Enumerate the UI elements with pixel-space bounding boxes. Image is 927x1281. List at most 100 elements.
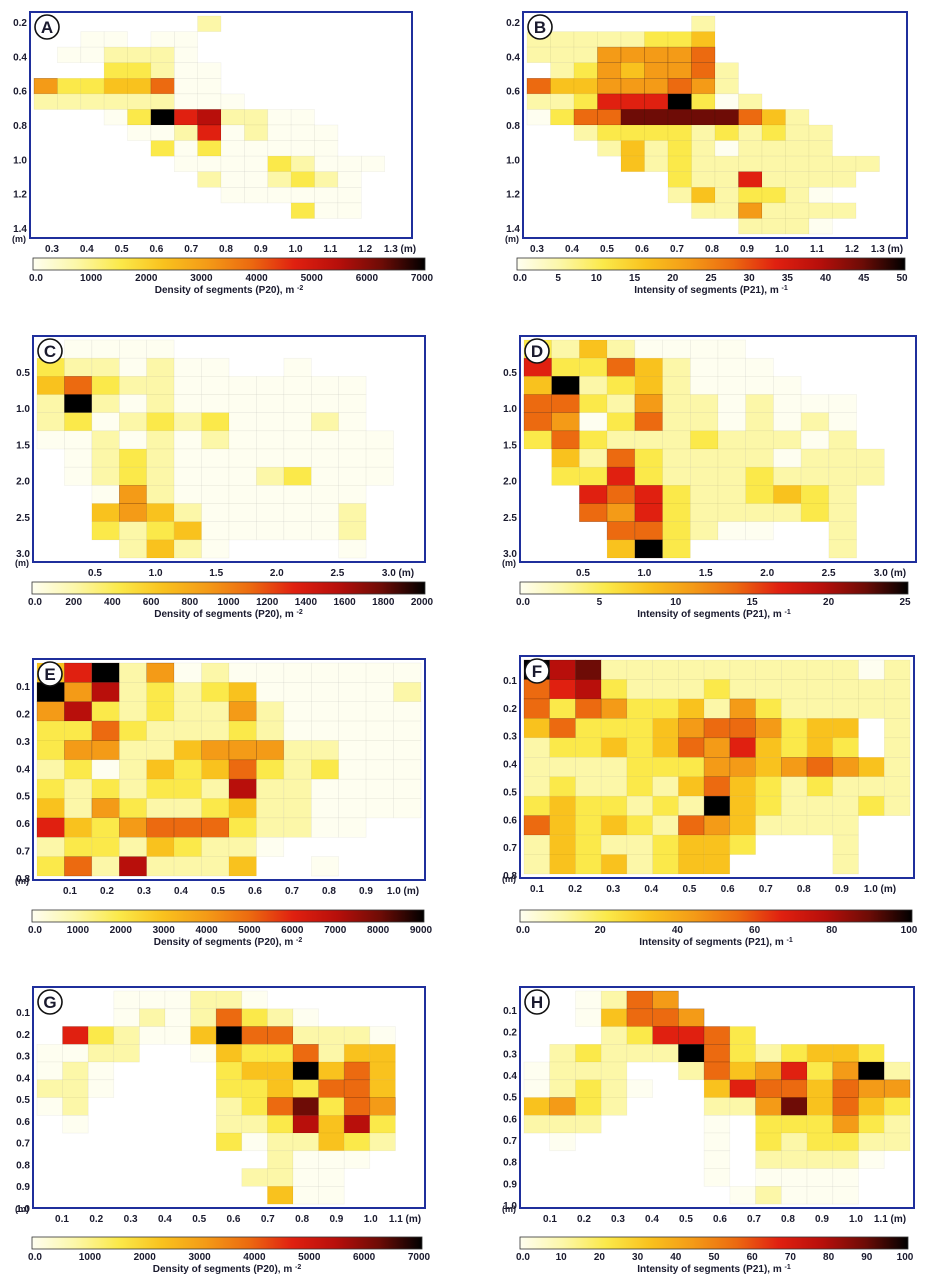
heatmap-cell xyxy=(883,698,911,719)
heatmap-cell xyxy=(745,521,774,541)
heatmap-cell xyxy=(119,817,148,838)
colorbar-tick-label: 9000 xyxy=(410,925,433,936)
heatmap-cell xyxy=(858,679,885,700)
heatmap-cell xyxy=(119,448,148,468)
heatmap-cell xyxy=(714,62,739,79)
heatmap-cell xyxy=(36,856,65,877)
heatmap-cell xyxy=(64,394,93,414)
heatmap-cell xyxy=(703,1097,731,1116)
heatmap-cell xyxy=(338,740,367,761)
heatmap-cell xyxy=(691,155,716,173)
heatmap-cell xyxy=(579,339,608,359)
heatmap-cell xyxy=(174,140,199,157)
heatmap-cell xyxy=(579,466,608,486)
plot-border xyxy=(519,335,917,563)
heatmap-cell xyxy=(174,78,199,95)
heatmap-cell xyxy=(717,412,747,432)
heatmap-cell xyxy=(283,484,312,504)
heatmap-cell xyxy=(689,503,719,523)
heatmap-cell xyxy=(634,357,663,377)
heatmap-cell xyxy=(806,679,834,700)
heatmap-cell xyxy=(310,759,339,780)
heatmap-cell xyxy=(806,1061,834,1081)
heatmap-cell xyxy=(119,682,148,703)
heatmap-cell xyxy=(575,854,602,875)
heatmap-cell xyxy=(652,737,679,758)
x-tick-label: 3.0 (m) xyxy=(382,568,414,579)
heatmap-cell xyxy=(620,46,645,63)
heatmap-cell xyxy=(292,1132,319,1152)
heatmap-cell xyxy=(146,759,175,780)
heatmap-cell xyxy=(626,737,653,758)
x-tick-label: 1.1 xyxy=(323,244,337,255)
heatmap-cell xyxy=(785,202,810,219)
x-tick-label: 1.0 xyxy=(364,1214,378,1225)
x-tick-label: 0.5 xyxy=(600,244,614,255)
heatmap-cell xyxy=(678,659,705,680)
heatmap-cell xyxy=(173,466,202,486)
y-tick-label: 0.6 xyxy=(13,87,27,98)
colorbar xyxy=(519,581,909,595)
y-unit-label: (m) xyxy=(12,234,26,244)
y-tick-label: 0.3 xyxy=(503,1049,517,1060)
heatmap-cell xyxy=(597,140,622,157)
heatmap-cell xyxy=(667,140,692,157)
heatmap-cell xyxy=(256,662,285,683)
heatmap-cell xyxy=(662,466,691,486)
heatmap-cell xyxy=(806,1168,834,1187)
heatmap-cell xyxy=(806,776,834,797)
heatmap-cell xyxy=(551,466,580,486)
heatmap-cell xyxy=(755,679,782,700)
heatmap-cell xyxy=(717,484,747,504)
heatmap-cell xyxy=(828,430,857,450)
heatmap-cell xyxy=(667,93,692,110)
heatmap-cell xyxy=(883,718,911,739)
heatmap-cell xyxy=(689,375,719,395)
heatmap-cell xyxy=(173,701,202,722)
heatmap-cell xyxy=(550,46,575,63)
heatmap-cell xyxy=(573,109,598,126)
x-tick-label: 1.0 xyxy=(149,568,163,579)
x-tick-label: 0.7 xyxy=(670,244,684,255)
heatmap-cell xyxy=(201,412,230,432)
panel-c: C 0.5 1.0 1.5 2.0 2.5 3.0 (m) 0.5 1.0 1.5 2.0 2.5 3.… xyxy=(15,335,434,620)
colorbar-tick-label: 0.0 xyxy=(516,1252,530,1263)
heatmap-cell xyxy=(201,778,230,799)
heatmap-cell xyxy=(745,357,774,377)
x-tick-label: 0.5 xyxy=(115,244,129,255)
heatmap-cell xyxy=(244,140,269,157)
heatmap-cell xyxy=(119,836,148,857)
heatmap-cell xyxy=(201,720,230,741)
heatmap-cell xyxy=(267,1168,294,1187)
heatmap-cell xyxy=(173,759,202,780)
heatmap-cell xyxy=(36,1097,63,1116)
heatmap-cell xyxy=(215,1097,243,1116)
heatmap-cell xyxy=(620,93,645,110)
heatmap-cell xyxy=(858,1115,885,1134)
heatmap-cell xyxy=(634,394,663,414)
heatmap-cell xyxy=(773,503,802,523)
heatmap-cell xyxy=(729,756,756,778)
heatmap-cell xyxy=(691,140,716,157)
heatmap-cell xyxy=(606,448,636,468)
heatmap-cell xyxy=(575,1061,602,1081)
heatmap-cell xyxy=(267,1132,294,1152)
colorbar-tick-label: 50 xyxy=(708,1252,720,1263)
heatmap-cell xyxy=(283,798,312,819)
heatmap-cell xyxy=(290,171,315,188)
heatmap-cell xyxy=(549,718,576,739)
heatmap-cell xyxy=(174,62,199,79)
heatmap-cell xyxy=(62,1061,89,1081)
colorbar-tick-label: 100 xyxy=(901,925,918,936)
heatmap-cell xyxy=(283,375,312,395)
y-tick-label: 0.6 xyxy=(503,1114,517,1125)
heatmap-cell xyxy=(738,171,763,188)
heatmap-cell xyxy=(318,1186,345,1205)
heatmap-cell xyxy=(575,756,602,778)
heatmap-cell xyxy=(283,466,312,486)
heatmap-cell xyxy=(173,720,202,741)
heatmap-cell xyxy=(283,430,312,450)
heatmap-cell xyxy=(228,682,257,703)
heatmap-cell xyxy=(755,659,782,680)
heatmap-cell xyxy=(832,1168,859,1187)
